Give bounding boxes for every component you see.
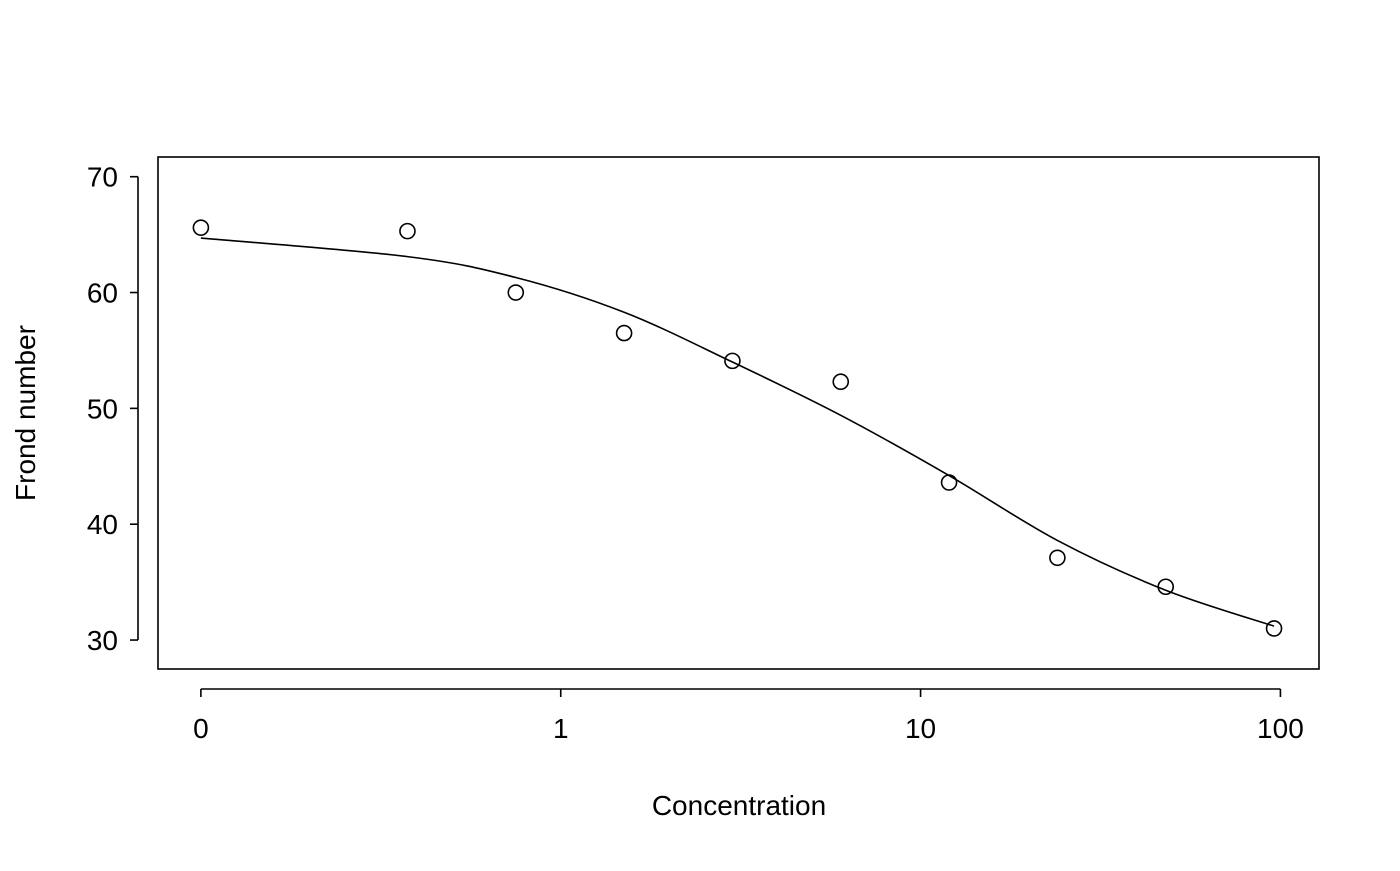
data-point [507, 284, 525, 301]
y-tick-label: 50 [87, 393, 118, 424]
data-point [192, 219, 210, 236]
y-tick-label: 60 [87, 278, 118, 309]
y-tick-label: 70 [87, 162, 118, 193]
y-axis-label: Frond number [10, 325, 41, 501]
data-point [940, 474, 958, 491]
data-point [1049, 549, 1066, 567]
x-tick-label: 10 [905, 713, 936, 744]
data-point [399, 222, 416, 240]
y-tick-label: 30 [87, 625, 118, 656]
fit-curve [200, 237, 1275, 627]
data-point [615, 324, 633, 342]
data-point [832, 373, 850, 391]
x-axis-label: Concentration [652, 790, 826, 821]
x-tick-label: 100 [1257, 713, 1304, 744]
x-tick-label: 0 [193, 713, 209, 744]
data-point [1265, 620, 1283, 637]
x-tick-label: 1 [553, 713, 569, 744]
y-tick-label: 40 [87, 509, 118, 540]
data-point [1157, 578, 1175, 596]
plot-box [157, 156, 1320, 670]
data-point [724, 352, 741, 370]
